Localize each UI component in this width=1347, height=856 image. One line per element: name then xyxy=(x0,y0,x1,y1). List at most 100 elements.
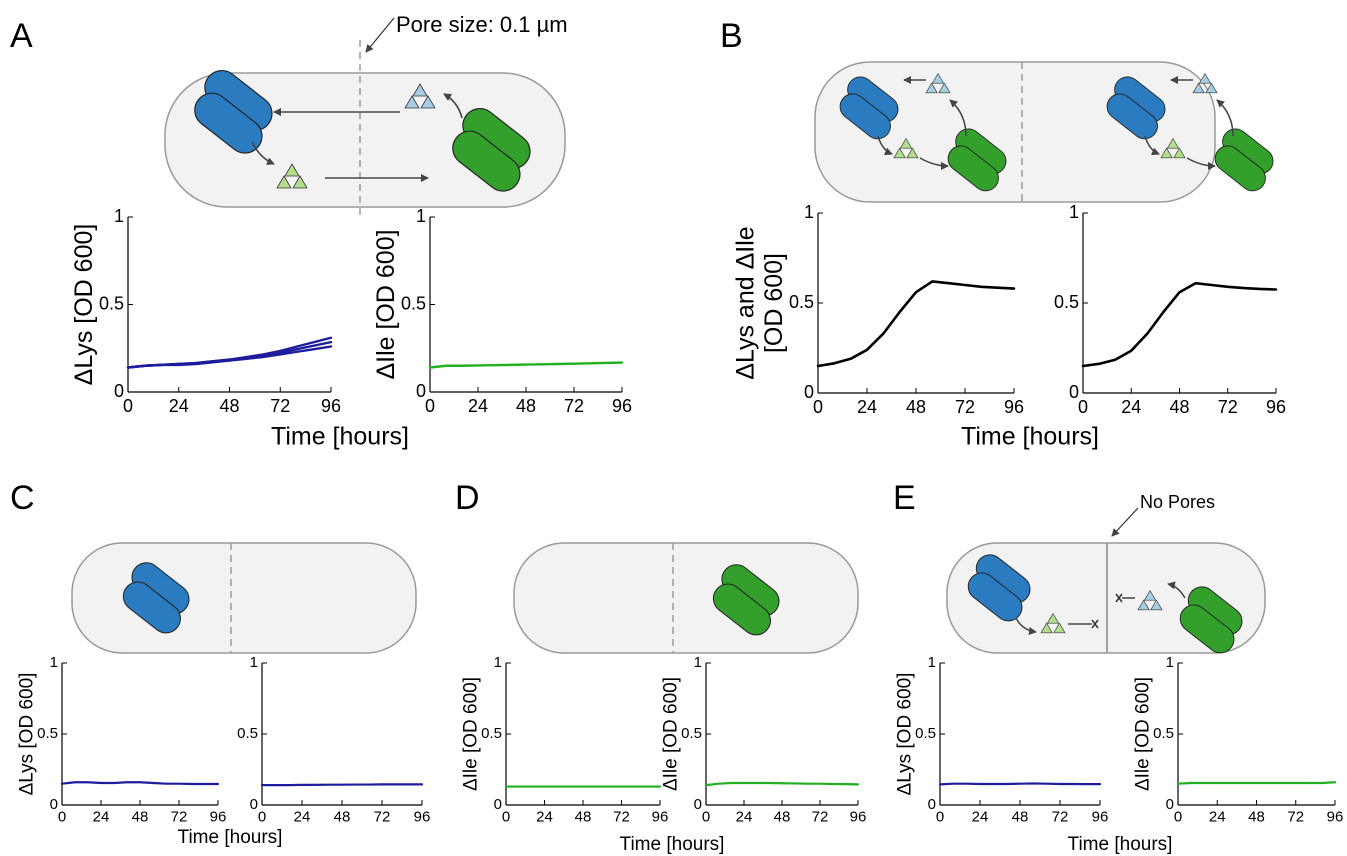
x-tick-label: 72 xyxy=(1218,397,1238,417)
y-tick-label: 0 xyxy=(1069,382,1079,402)
x-tick-label: 72 xyxy=(1287,809,1304,826)
data-line xyxy=(704,781,860,787)
x-tick-label: 0 xyxy=(936,809,944,826)
x-tick-label: 48 xyxy=(1169,397,1189,417)
diagram-c xyxy=(71,542,417,654)
data-line xyxy=(260,783,424,787)
x-axis-label: Time [hours] xyxy=(961,423,1099,451)
y-axis-label: [OD 600] xyxy=(760,253,788,353)
y-axis-label: ΔIle [OD 600] xyxy=(661,677,682,791)
x-tick-label: 24 xyxy=(536,809,553,826)
x-tick-label: 24 xyxy=(1121,397,1141,417)
x-tick-label: 48 xyxy=(1012,809,1029,826)
x-tick-label: 48 xyxy=(132,809,149,826)
x-axis-label: Time [hours] xyxy=(271,423,409,451)
y-tick-label: 0 xyxy=(694,796,702,813)
data-line xyxy=(1176,781,1337,785)
diagram-e: No Pores xyxy=(946,492,1266,659)
y-axis-label: ΔIle [OD 600] xyxy=(372,229,400,379)
y-axis-label: ΔLys and ΔIle xyxy=(731,226,759,379)
x-tick-label: 48 xyxy=(906,397,926,417)
x-tick-label: 48 xyxy=(575,809,592,826)
x-tick-label: 96 xyxy=(414,809,431,826)
y-axis-label: ΔLys [OD 600] xyxy=(17,673,38,796)
x-tick-label: 0 xyxy=(813,397,823,417)
annotation: No Pores xyxy=(1140,492,1215,512)
y-tick-label: 0 xyxy=(494,796,502,813)
x-tick-label: 96 xyxy=(1004,397,1024,417)
panel-label: B xyxy=(720,17,743,55)
block-mark xyxy=(1091,619,1099,629)
data-line xyxy=(816,280,1016,368)
x-tick-label: 96 xyxy=(1266,397,1286,417)
data-line xyxy=(428,361,624,369)
x-tick-label: 0 xyxy=(702,809,710,826)
x-tick-label: 0 xyxy=(1078,397,1088,417)
x-tick-label: 96 xyxy=(652,809,669,826)
arrow xyxy=(1167,581,1186,599)
data-line xyxy=(938,782,1102,786)
x-tick-label: 24 xyxy=(972,809,989,826)
y-tick-label: 1 xyxy=(50,654,58,671)
x-axis-label: Time [hours] xyxy=(1068,834,1173,855)
x-tick-label: 24 xyxy=(736,809,753,826)
y-tick-label: 1 xyxy=(114,206,124,226)
x-tick-label: 0 xyxy=(502,809,510,826)
x-tick-label: 72 xyxy=(613,809,630,826)
y-tick-label: 1 xyxy=(1069,202,1079,222)
x-tick-label: 96 xyxy=(1092,809,1109,826)
block-mark xyxy=(1115,593,1123,603)
x-tick-label: 72 xyxy=(270,396,290,416)
panel-label: A xyxy=(10,17,33,55)
y-tick-label: 0.5 xyxy=(681,725,702,742)
y-tick-label: 0.5 xyxy=(789,292,814,312)
arrow xyxy=(443,93,463,119)
y-axis-label: ΔLys [OD 600] xyxy=(895,673,916,796)
y-tick-label: 0.5 xyxy=(1153,725,1174,742)
panel-label: D xyxy=(455,479,480,517)
x-tick-label: 24 xyxy=(93,809,110,826)
y-tick-label: 0.5 xyxy=(401,293,426,313)
x-tick-label: 24 xyxy=(468,396,488,416)
x-tick-label: 0 xyxy=(1174,809,1182,826)
x-tick-label: 96 xyxy=(1327,809,1344,826)
x-tick-label: 0 xyxy=(123,396,133,416)
y-tick-label: 0 xyxy=(804,382,814,402)
y-tick-label: 1 xyxy=(1166,654,1174,671)
y-tick-label: 1 xyxy=(804,202,814,222)
x-axis-label: Time [hours] xyxy=(178,827,283,848)
x-tick-label: 72 xyxy=(1052,809,1069,826)
y-tick-label: 1 xyxy=(694,654,702,671)
data-line xyxy=(60,781,220,786)
x-tick-label: 24 xyxy=(1209,809,1226,826)
diagram-d xyxy=(513,542,859,654)
x-tick-label: 48 xyxy=(219,396,239,416)
x-tick-label: 48 xyxy=(1248,809,1265,826)
x-tick-label: 24 xyxy=(169,396,189,416)
y-tick-label: 0 xyxy=(928,796,936,813)
y-tick-label: 0 xyxy=(416,381,426,401)
data-line xyxy=(1081,281,1278,368)
y-tick-label: 0.5 xyxy=(481,725,502,742)
x-tick-label: 0 xyxy=(425,396,435,416)
x-tick-label: 48 xyxy=(334,809,351,826)
x-tick-label: 0 xyxy=(258,809,266,826)
y-tick-label: 1 xyxy=(928,654,936,671)
x-tick-label: 96 xyxy=(850,809,867,826)
chamber xyxy=(513,542,859,654)
y-tick-label: 0.5 xyxy=(99,293,124,313)
x-tick-label: 72 xyxy=(374,809,391,826)
x-tick-label: 72 xyxy=(812,809,829,826)
arrow xyxy=(251,141,275,165)
panel-label: C xyxy=(10,479,35,517)
y-tick-label: 0.5 xyxy=(37,725,58,742)
y-tick-label: 0 xyxy=(114,381,124,401)
y-tick-label: 1 xyxy=(494,654,502,671)
y-tick-label: 0 xyxy=(1166,796,1174,813)
arrow xyxy=(1015,617,1037,635)
leader-arrow xyxy=(1111,507,1139,537)
y-axis-label: ΔIle [OD 600] xyxy=(461,677,482,791)
diagram-a: Pore size: 0.1 µm xyxy=(164,12,568,215)
y-tick-label: 0 xyxy=(50,796,58,813)
